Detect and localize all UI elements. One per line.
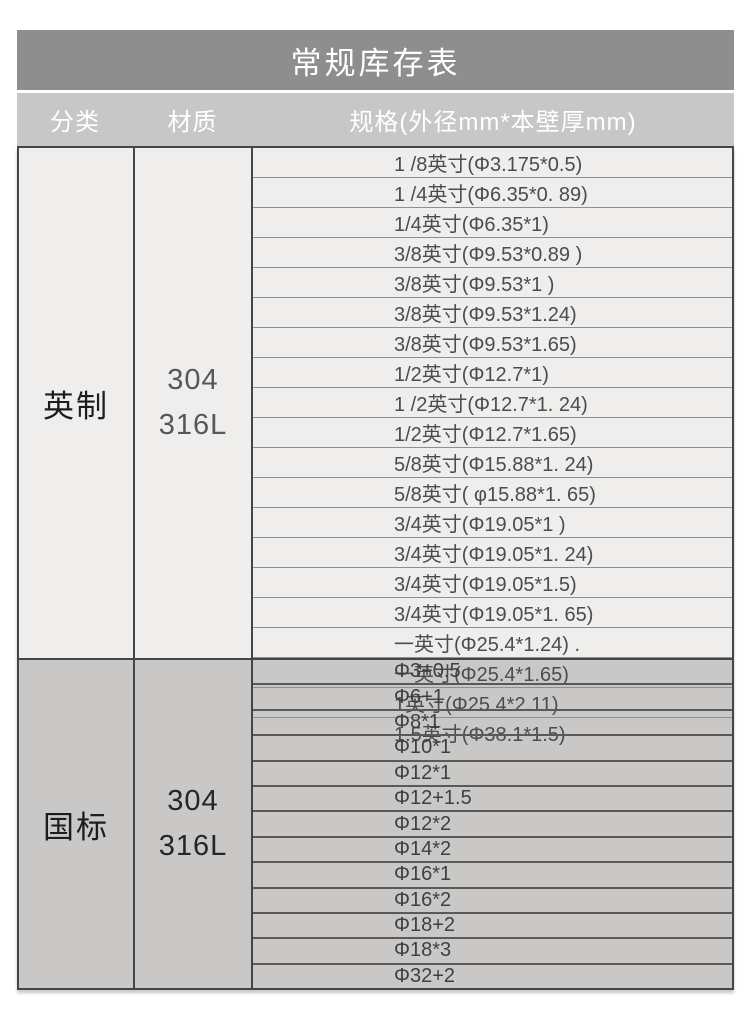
section-national: 国标 304 316L Φ3+0.5 Φ6+1 Φ8*1 Φ10*1 Φ12*1 Φ12+…: [19, 658, 732, 988]
spec-row: Φ8*1: [253, 708, 732, 734]
spec-text: Φ16*1: [394, 863, 452, 886]
spec-text: Φ12*2: [394, 812, 452, 835]
spec-text: Φ10*1: [394, 736, 452, 759]
spec-row: 1 /4英寸(Φ6.35*0. 89): [253, 177, 732, 207]
spec-text: 3/8英寸(Φ9.53*1.65): [394, 334, 577, 356]
spec-text: 1/4英寸(Φ6.35*1): [394, 214, 549, 236]
spec-text: Φ14*2: [394, 837, 452, 860]
material-304: 304: [167, 364, 219, 396]
spec-text: 1 /2英寸(Φ12.7*1. 24): [394, 394, 588, 416]
spec-text: Φ12+1.5: [394, 787, 472, 810]
spec-row: 一英寸(Φ25.4*1.24) .: [253, 627, 732, 657]
spec-column-imperial: 1 /8英寸(Φ3.175*0.5) 1 /4英寸(Φ6.35*0. 89) 1/4…: [253, 148, 732, 746]
category-cell-imperial: 英制: [19, 148, 135, 658]
spec-text: 一英寸(Φ25.4*1.24) .: [394, 634, 581, 656]
spec-text: Φ16*2: [394, 888, 452, 911]
spec-text: 3/4英寸(Φ19.05*1. 65): [394, 604, 594, 626]
spec-text: 3/4英寸(Φ19.05*1.5): [394, 574, 577, 596]
spec-row: Φ12+1.5: [253, 784, 732, 810]
spec-row: 3/4英寸(Φ19.05*1. 24): [253, 537, 732, 567]
spec-row: Φ12*2: [253, 810, 732, 835]
spec-text: Φ12*1: [394, 761, 452, 784]
spec-text: 5/8英寸( φ15.88*1. 65): [394, 484, 596, 506]
spec-row: 5/8英寸(Φ15.88*1. 24): [253, 447, 732, 477]
col-header-category: 分类: [50, 109, 100, 136]
spec-row: Φ18+2: [253, 911, 732, 937]
table-body: 英制 304 316L 1 /8英寸(Φ3.175*0.5) 1 /4英寸(Φ6.…: [17, 146, 734, 990]
spec-row: Φ16*2: [253, 886, 732, 912]
material-316l: 316L: [158, 830, 228, 862]
material-cell-national: 304 316L: [135, 660, 253, 988]
spec-text: Φ8*1: [394, 710, 440, 733]
col-header-material: 材质: [167, 109, 218, 136]
inventory-table: 常规库存表 分类 材质 规格(外径mm*本壁厚mm) 英制 304 316L 1…: [17, 30, 734, 990]
spec-row: Φ18*3: [253, 937, 732, 962]
spec-row: Φ16*1: [253, 861, 732, 886]
spec-text: 3/4英寸(Φ19.05*1. 24): [394, 544, 594, 566]
spec-text: Φ3+0.5: [394, 660, 461, 683]
spec-row: 3/8英寸(Φ9.53*1 ): [253, 267, 732, 297]
spec-text: 一英寸(Φ25.4*1.65): [394, 664, 569, 686]
spec-row: Φ3+0.5: [253, 660, 732, 683]
spec-text: 3/8英寸(Φ9.53*1 ): [394, 274, 555, 296]
spec-row: Φ12*1: [253, 759, 732, 785]
spec-row: 3/4英寸(Φ19.05*1.5): [253, 567, 732, 597]
spec-row: Φ32+2: [253, 962, 732, 988]
spec-column-national: Φ3+0.5 Φ6+1 Φ8*1 Φ10*1 Φ12*1 Φ12+1.5 Φ12*2 Φ14*…: [253, 660, 732, 988]
spec-row: 1/4英寸(Φ6.35*1): [253, 207, 732, 237]
material-cell-imperial: 304 316L: [135, 148, 253, 658]
spec-text: Φ18*3: [394, 939, 452, 962]
spec-text: 3/4英寸(Φ19.05*1 ): [394, 514, 566, 536]
spec-text: Φ18+2: [394, 914, 456, 937]
spec-text: 1/2英寸(Φ12.7*1): [394, 364, 549, 386]
spec-row: 1/2英寸(Φ12.7*1.65): [253, 417, 732, 447]
spec-row: 3/8英寸(Φ9.53*0.89 ): [253, 237, 732, 267]
spec-text: Φ32+2: [394, 964, 456, 987]
spec-row: 1 /2英寸(Φ12.7*1. 24): [253, 387, 732, 417]
material-304: 304: [167, 785, 219, 817]
spec-row: 3/8英寸(Φ9.53*1.65): [253, 327, 732, 357]
spec-row: Φ14*2: [253, 835, 732, 861]
spec-text: 3/8英寸(Φ9.53*1.24): [394, 304, 577, 326]
spec-text: 1 /4英寸(Φ6.35*0. 89): [394, 184, 588, 206]
section-imperial: 英制 304 316L 1 /8英寸(Φ3.175*0.5) 1 /4英寸(Φ6.…: [19, 148, 732, 746]
table-header-row: 分类 材质 规格(外径mm*本壁厚mm): [17, 93, 734, 146]
spec-row: 3/4英寸(Φ19.05*1. 65): [253, 597, 732, 627]
table-title-bar: 常规库存表: [17, 30, 734, 90]
category-cell-national: 国标: [19, 660, 135, 988]
spec-row: Φ10*1: [253, 734, 732, 759]
col-header-spec: 规格(外径mm*本壁厚mm): [349, 109, 637, 136]
spec-row: 3/8英寸(Φ9.53*1.24): [253, 297, 732, 327]
spec-row: 一英寸(Φ25.4*1.65): [253, 657, 732, 687]
spec-text: 5/8英寸(Φ15.88*1. 24): [394, 454, 594, 476]
spec-row: 1/2英寸(Φ12.7*1): [253, 357, 732, 387]
spec-row: Φ6+1: [253, 683, 732, 708]
spec-row: 1 /8英寸(Φ3.175*0.5): [253, 148, 732, 177]
spec-text: Φ6+1: [394, 685, 444, 708]
spec-row: 5/8英寸( φ15.88*1. 65): [253, 477, 732, 507]
material-316l: 316L: [158, 409, 228, 441]
table-title: 常规库存表: [290, 45, 461, 81]
spec-text: 1/2英寸(Φ12.7*1.65): [394, 424, 577, 446]
spec-text: 1 /8英寸(Φ3.175*0.5): [394, 154, 583, 176]
spec-row: 3/4英寸(Φ19.05*1 ): [253, 507, 732, 537]
spec-text: 3/8英寸(Φ9.53*0.89 ): [394, 244, 583, 266]
